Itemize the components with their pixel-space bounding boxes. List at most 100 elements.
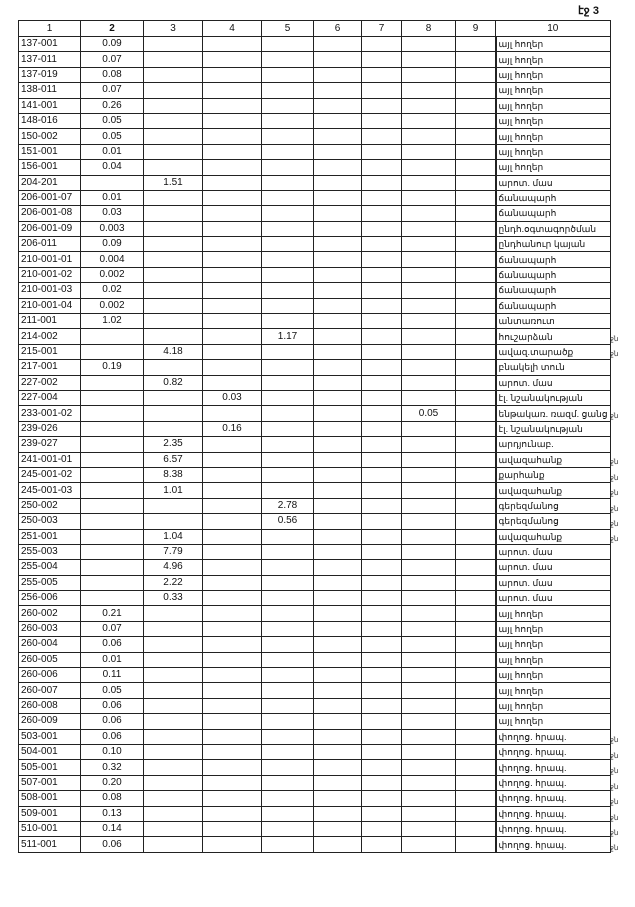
area-value-col6	[313, 774, 362, 792]
area-value-col6	[313, 159, 362, 176]
parcel-code: 148-016	[18, 112, 81, 130]
land-type: բնակելի տուն	[495, 359, 611, 376]
parcel-code: 505-001	[18, 759, 81, 776]
land-type: ճանապարհ	[495, 266, 611, 284]
area-value-col6	[313, 82, 362, 99]
area-value-col3	[143, 328, 203, 345]
area-value-col8	[401, 97, 456, 114]
margin-note: ջն	[610, 845, 619, 853]
area-value-col8	[401, 836, 456, 853]
area-value-col2	[80, 174, 144, 191]
parcel-code: 138-011	[18, 82, 81, 99]
area-value-col4	[202, 697, 262, 715]
parcel-code: 260-004	[18, 636, 81, 653]
area-value-col7	[361, 313, 402, 330]
area-value-col7	[361, 359, 402, 376]
area-value-col3	[143, 605, 203, 622]
area-value-col6	[313, 466, 362, 484]
area-value-col3	[143, 189, 203, 207]
area-value-col9	[455, 436, 497, 453]
area-value-col6	[313, 590, 362, 607]
table-row: 250-003 0.56 գերեզմանոց	[18, 513, 611, 530]
area-value-col8	[401, 220, 456, 238]
area-value-col9	[455, 620, 497, 638]
area-value-col3	[143, 35, 203, 53]
area-value-col4	[202, 543, 262, 561]
table-row: 137-019 0.08 այլ հողեր	[18, 66, 611, 84]
table-row: 150-002 0.05 այլ հողեր	[18, 128, 611, 145]
area-value-col4	[202, 497, 262, 515]
area-value-col8	[401, 436, 456, 453]
land-type: ավազ.տարածք	[495, 343, 611, 361]
land-type: արոտ. մաս	[495, 543, 611, 561]
area-value-col4	[202, 774, 262, 792]
area-value-col4	[202, 651, 262, 669]
area-value-col7	[361, 266, 402, 284]
area-value-col2: 0.20	[80, 774, 144, 792]
area-value-col7	[361, 143, 402, 161]
area-value-col3	[143, 405, 203, 422]
area-value-col8	[401, 82, 456, 99]
parcel-code: 260-003	[18, 620, 81, 638]
area-value-col3: 4.96	[143, 559, 203, 576]
area-value-col7	[361, 497, 402, 515]
area-value-col9	[455, 174, 497, 191]
parcel-code: 255-005	[18, 574, 81, 592]
land-type: այլ հողեր	[495, 128, 611, 145]
table-row: 214-002 1.17 հուշարձան	[18, 328, 611, 345]
area-value-col4	[202, 590, 262, 607]
area-value-col4	[202, 66, 262, 84]
area-value-col9	[455, 590, 497, 607]
area-value-col2	[80, 436, 144, 453]
table-row: 504-001 0.10 փողոց. հրապ.	[18, 743, 611, 761]
area-value-col5	[261, 805, 314, 822]
area-value-col8	[401, 559, 456, 576]
table-row: 260-005 0.01 այլ հողեր	[18, 651, 611, 669]
parcel-code: 255-003	[18, 543, 81, 561]
area-value-col5	[261, 713, 314, 730]
area-value-col3	[143, 282, 203, 299]
area-value-col9	[455, 128, 497, 145]
area-value-col2	[80, 343, 144, 361]
area-value-col5: 0.56	[261, 513, 314, 530]
area-value-col6	[313, 328, 362, 345]
margin-note: ջն	[610, 459, 619, 467]
area-value-col6	[313, 574, 362, 592]
area-value-col7	[361, 174, 402, 191]
area-value-col6	[313, 128, 362, 145]
area-value-col2: 0.07	[80, 51, 144, 68]
area-value-col7	[361, 35, 402, 53]
area-value-col7	[361, 466, 402, 484]
margin-note: ջն	[610, 799, 619, 807]
area-value-col8	[401, 389, 456, 407]
area-value-col8	[401, 497, 456, 515]
area-value-col5	[261, 774, 314, 792]
parcel-code: 260-006	[18, 667, 81, 684]
area-value-col4	[202, 805, 262, 822]
table-row: 239-026 0.16 էլ. նշանակության	[18, 420, 611, 438]
area-value-col2: 0.05	[80, 112, 144, 130]
area-value-col6	[313, 805, 362, 822]
land-type: անտառուտ	[495, 313, 611, 330]
area-value-col8	[401, 590, 456, 607]
table-row: 260-002 0.21 այլ հողեր	[18, 605, 611, 622]
area-value-col3	[143, 205, 203, 222]
parcel-code: 210-001-01	[18, 251, 81, 268]
area-value-col5	[261, 251, 314, 268]
parcel-code: 141-001	[18, 97, 81, 114]
area-value-col5	[261, 451, 314, 468]
table-row: 156-001 0.04 այլ հողեր	[18, 159, 611, 176]
land-type: ճանապարհ	[495, 205, 611, 222]
area-value-col7	[361, 774, 402, 792]
area-value-col9	[455, 143, 497, 161]
area-value-col6	[313, 297, 362, 315]
area-value-col4	[202, 759, 262, 776]
area-value-col9	[455, 790, 497, 807]
area-value-col3	[143, 359, 203, 376]
area-value-col9	[455, 35, 497, 53]
land-type: այլ հողեր	[495, 682, 611, 699]
table-row: 503-001 0.06 փողոց. հրապ.	[18, 728, 611, 745]
area-value-col4	[202, 297, 262, 315]
area-value-col3	[143, 112, 203, 130]
area-value-col7	[361, 328, 402, 345]
